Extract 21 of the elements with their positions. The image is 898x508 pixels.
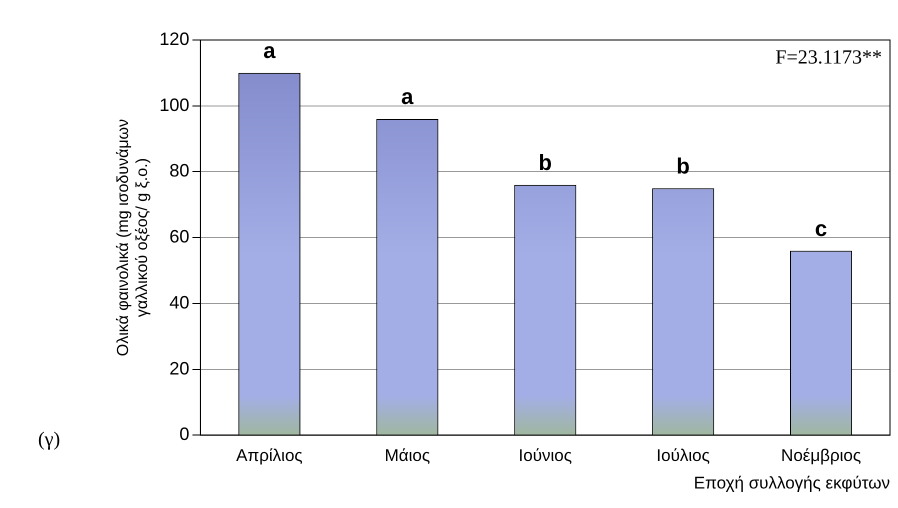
x-tick-label: Νοέμβριος (781, 446, 862, 466)
x-tick-label: Μάιος (384, 446, 430, 466)
y-axis-title: Ολικά φαινολικά (mg ισοδυνάμων γαλλικού οξέος/ g ξ.ο.) (115, 118, 152, 356)
y-tick-label: 80 (169, 160, 190, 181)
y-tick-label: 40 (169, 292, 190, 312)
x-tick-label: Απρίλιος (236, 446, 303, 466)
text: (γ) (38, 428, 60, 450)
x-tick-label: Ιούνιος (518, 446, 572, 466)
y-tick-label: 20 (169, 358, 190, 378)
annotation: b (676, 153, 690, 178)
annotation: a (263, 38, 276, 63)
annotation: a (401, 84, 414, 110)
x-axis-title: Εποχή συλλογής εκφύτων (694, 473, 890, 492)
x-tick-label: Ιούλιος (656, 446, 710, 466)
annotation: F=23.1173** (775, 46, 882, 68)
annotation: c (814, 216, 828, 241)
y-tick-label: 0 (179, 424, 190, 444)
y-tick-label: 60 (169, 226, 190, 247)
annotation: b (538, 150, 552, 175)
y-tick-label: 120 (159, 28, 190, 49)
y-tick-label: 100 (159, 94, 190, 115)
